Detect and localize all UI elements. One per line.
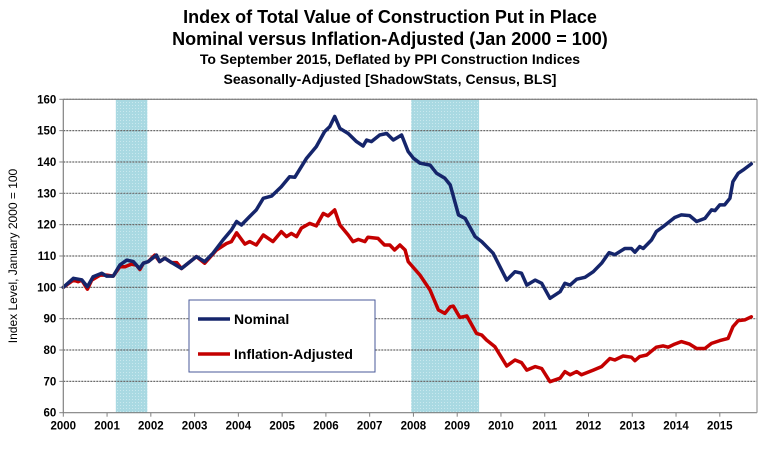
chart-subtitle-2: To September 2015, Deflated by PPI Const… bbox=[200, 51, 580, 67]
x-tick-label: 2005 bbox=[269, 421, 295, 433]
y-tick-label: 130 bbox=[37, 188, 56, 200]
x-tick-label: 2011 bbox=[532, 421, 558, 433]
y-tick-label: 150 bbox=[37, 126, 56, 138]
x-tick-label: 2001 bbox=[94, 421, 120, 433]
x-tick-label: 2006 bbox=[313, 421, 339, 433]
chart-subtitle-3: Seasonally-Adjusted [ShadowStats, Census… bbox=[224, 71, 557, 87]
x-tick-label: 2012 bbox=[576, 421, 602, 433]
y-tick-label: 100 bbox=[37, 282, 56, 294]
legend-label-inflation-adjusted: Inflation-Adjusted bbox=[234, 346, 353, 362]
x-tick-label: 2014 bbox=[663, 421, 689, 433]
x-tick-label: 2002 bbox=[138, 421, 164, 433]
legend: Nominal Inflation-Adjusted bbox=[188, 299, 376, 373]
legend-label-nominal: Nominal bbox=[234, 311, 289, 327]
x-tick-label: 2015 bbox=[707, 421, 733, 433]
x-tick-label: 2000 bbox=[51, 421, 77, 433]
y-axis-label: Index Level, January 2000 = 100 bbox=[6, 168, 20, 343]
series-line-nominal bbox=[61, 114, 754, 301]
y-tick-label: 70 bbox=[44, 376, 57, 388]
x-tick-label: 2004 bbox=[226, 421, 252, 433]
y-tick-label: 120 bbox=[37, 220, 56, 232]
y-tick-label: 90 bbox=[44, 314, 57, 326]
y-tick-label: 60 bbox=[44, 408, 57, 420]
x-tick-label: 2009 bbox=[444, 421, 470, 433]
x-tick-label: 2003 bbox=[182, 421, 208, 433]
x-tick-label: 2007 bbox=[357, 421, 383, 433]
y-tick-label: 80 bbox=[44, 345, 57, 357]
x-tick-label: 2013 bbox=[619, 421, 645, 433]
series-line-inflation-adjusted bbox=[61, 208, 754, 384]
y-tick-label: 140 bbox=[37, 157, 56, 169]
x-tick-label: 2008 bbox=[401, 421, 427, 433]
x-tick-label: 2010 bbox=[488, 421, 514, 433]
y-tick-label: 110 bbox=[38, 251, 57, 263]
chart-title: Index of Total Value of Construction Put… bbox=[183, 7, 597, 27]
y-tick-label: 160 bbox=[37, 94, 56, 106]
chart-subtitle: Nominal versus Inflation-Adjusted (Jan 2… bbox=[172, 29, 608, 49]
